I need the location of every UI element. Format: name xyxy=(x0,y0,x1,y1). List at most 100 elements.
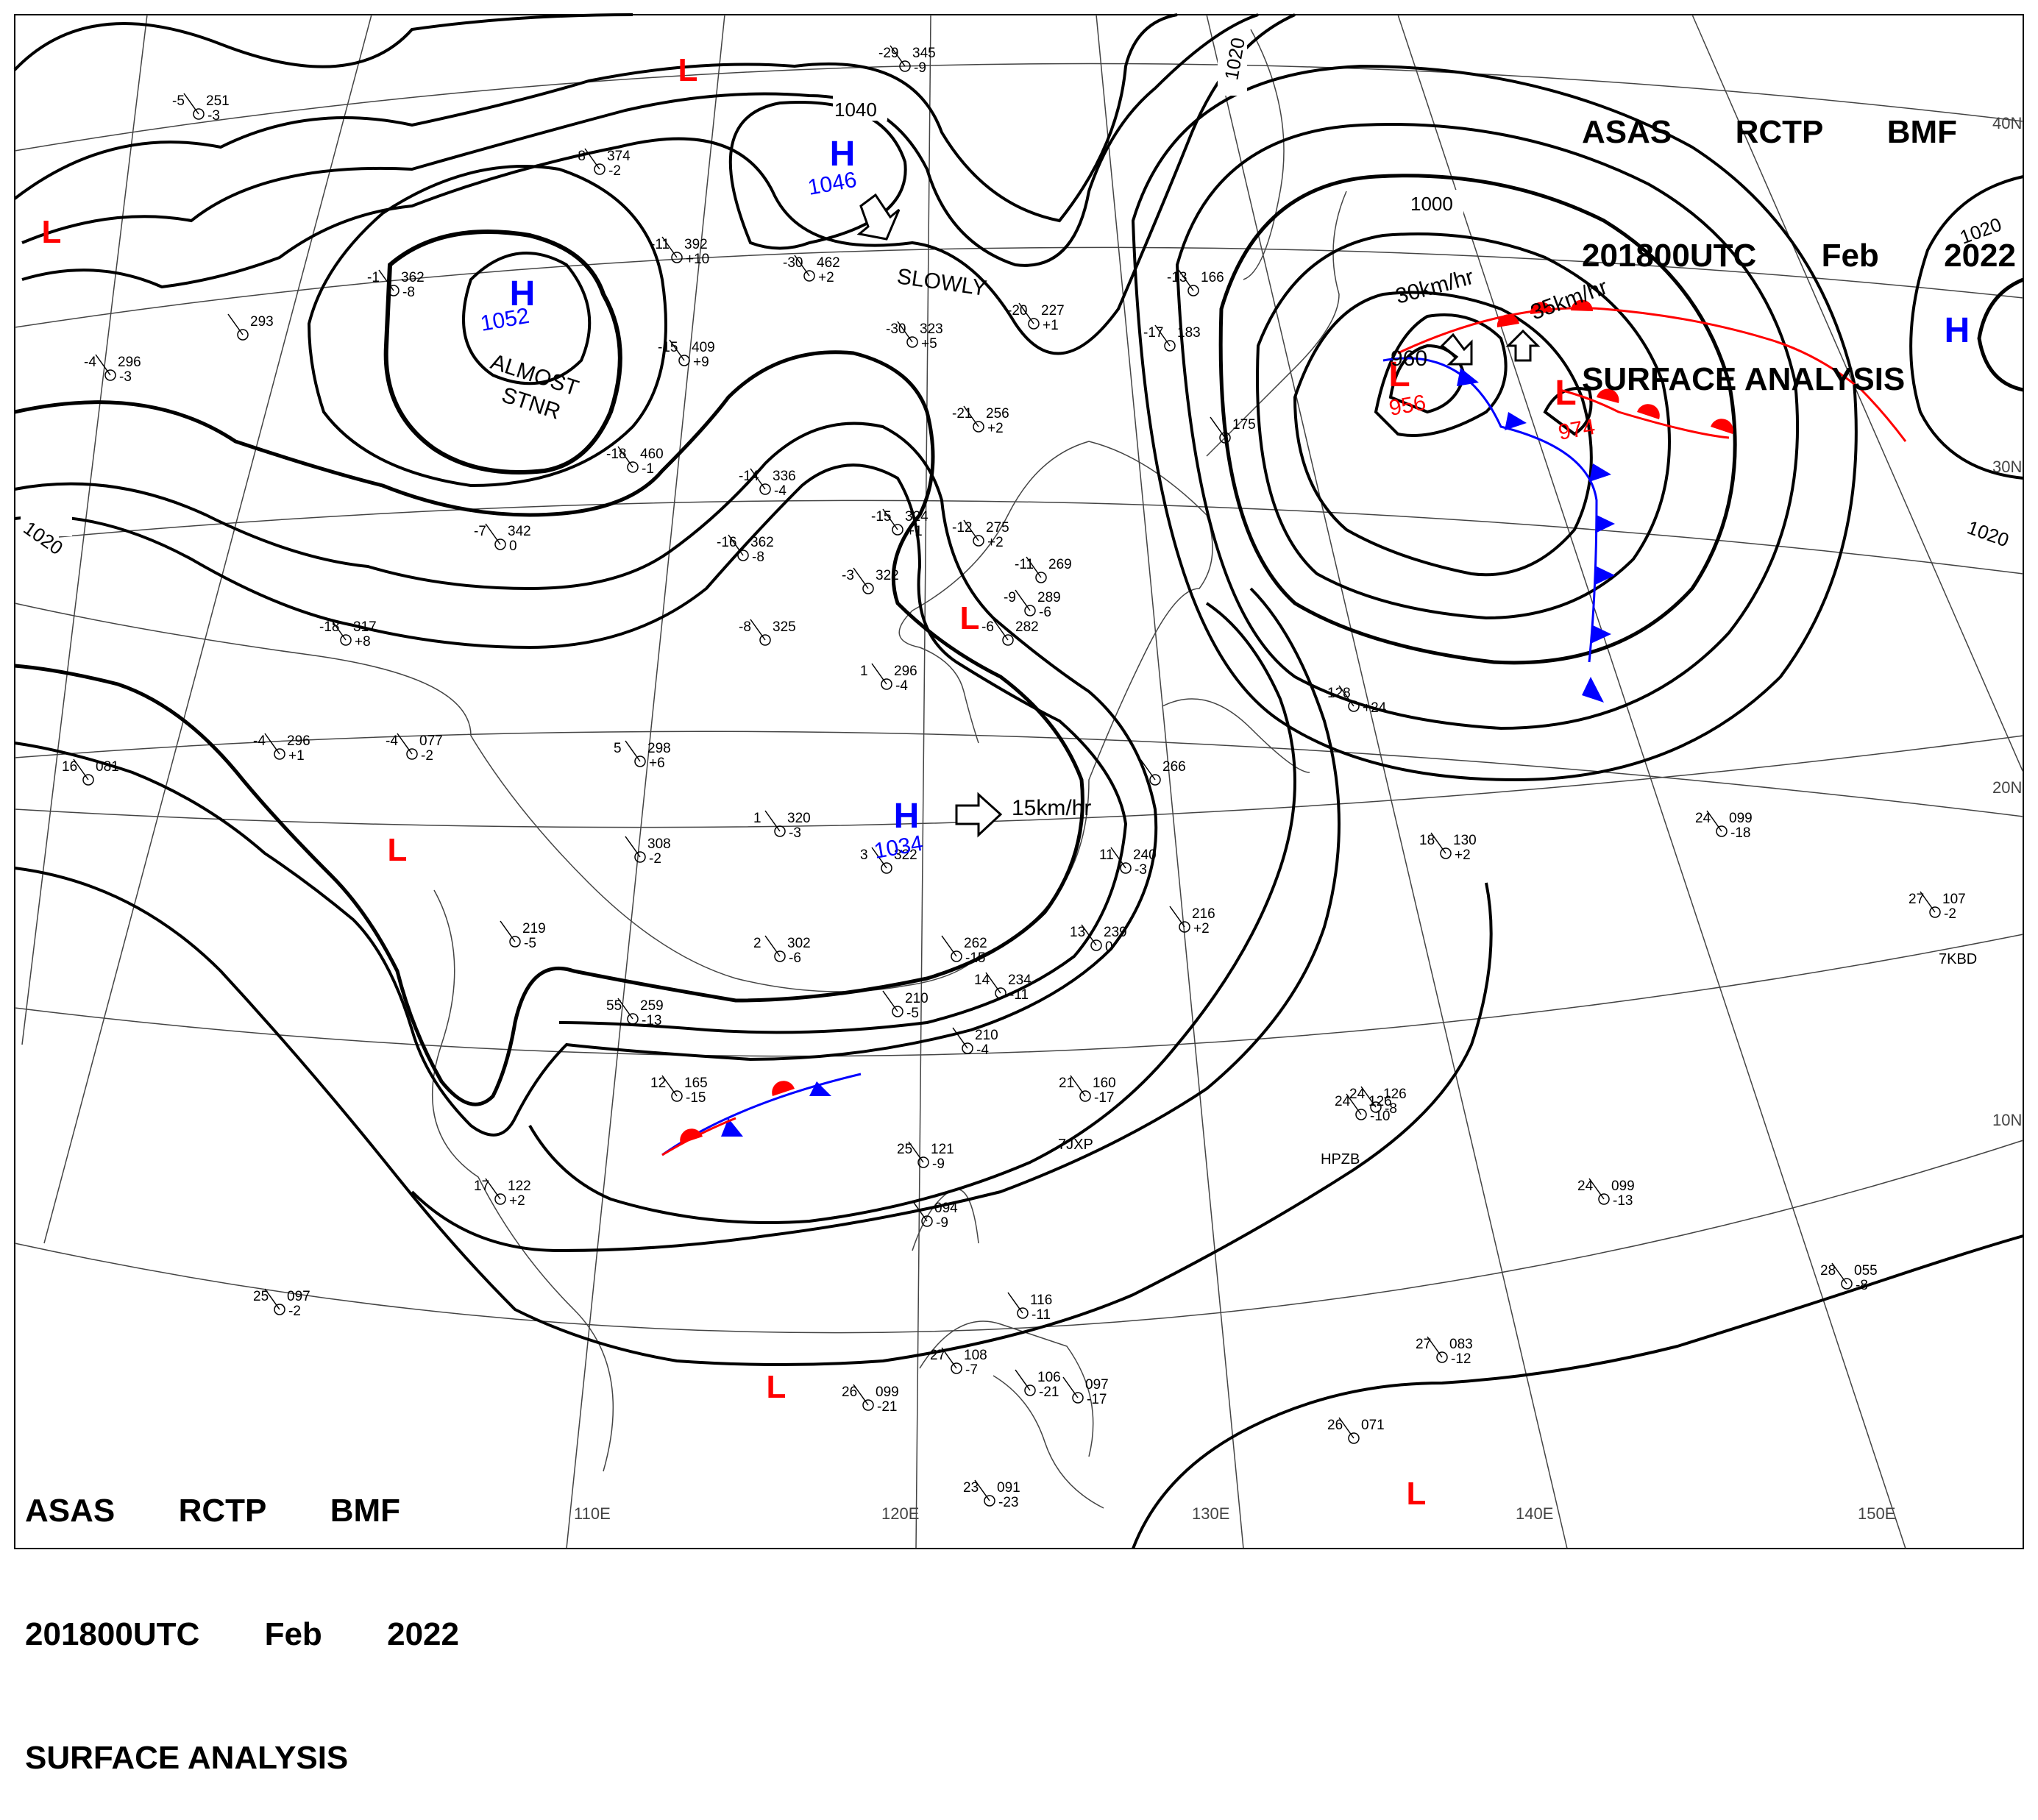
station-circle-icon xyxy=(1179,921,1190,933)
low-pressure-center: L xyxy=(388,832,408,868)
wind-barb-icon xyxy=(227,313,244,335)
station-circle-icon xyxy=(1598,1193,1610,1205)
station-circle-icon xyxy=(509,936,521,948)
station-pressure: 126 xyxy=(1383,1087,1407,1102)
station-tendency: +9 xyxy=(693,355,709,370)
station-tendency: -3 xyxy=(1135,862,1147,878)
wind-barb-icon xyxy=(264,1288,280,1310)
station-circle-icon xyxy=(193,108,205,120)
station-plot: 23 091-23 xyxy=(963,1479,1020,1510)
low-symbol: L xyxy=(767,1369,787,1405)
station-tendency: -23 xyxy=(998,1495,1018,1510)
station-temperature: -18 xyxy=(606,447,626,462)
low-symbol: L xyxy=(1388,355,1410,394)
station-tendency: +1 xyxy=(288,748,305,764)
station-pressure: 323 xyxy=(920,321,943,337)
wind-barb-icon xyxy=(378,269,394,291)
wind-barb-icon xyxy=(73,758,89,781)
station-tendency: +5 xyxy=(921,336,937,352)
station-plot: -4 296-3 xyxy=(84,354,141,385)
center-movement-note: 960 xyxy=(1391,346,1427,371)
station-plot: -1 362-8 xyxy=(367,269,425,300)
station-tendency: -8 xyxy=(402,285,415,300)
station-temperature: -14 xyxy=(739,469,759,484)
station-circle-icon xyxy=(678,355,690,366)
station-plot: -18 317+8 xyxy=(319,619,377,650)
title-time: 201800UTC xyxy=(1582,238,1757,274)
station-plot: 17 122+2 xyxy=(474,1178,531,1209)
arrow-35kmhr xyxy=(1505,329,1541,362)
station-tendency: -3 xyxy=(119,369,132,385)
station-circle-icon xyxy=(1079,1090,1091,1102)
wind-barb-icon xyxy=(974,1479,990,1501)
wind-barb-icon xyxy=(95,354,111,376)
station-plot: 18 130+2 xyxy=(1419,832,1477,863)
station-plot: -18 460-1 xyxy=(606,446,664,477)
station-circle-icon xyxy=(1219,432,1231,444)
station-tendency: -9 xyxy=(932,1156,945,1172)
title-block-top: ASAS RCTP BMF 201800UTC Feb 2022 SURFACE… xyxy=(1582,29,2016,441)
station-temperature: -8 xyxy=(573,149,586,164)
station-temperature: -21 xyxy=(952,406,972,422)
wind-barb-icon xyxy=(1140,758,1156,781)
station-temperature: 1 xyxy=(860,664,868,679)
station-plot: -20 227+1 xyxy=(1007,302,1065,333)
station-pressure: 462 xyxy=(817,255,840,271)
station-tendency: +1 xyxy=(1043,318,1059,333)
station-circle-icon xyxy=(634,851,646,863)
station-tendency: -4 xyxy=(895,678,908,694)
wind-barb-icon xyxy=(1430,832,1446,854)
station-pressure: 308 xyxy=(647,836,671,852)
station-tendency: -5 xyxy=(906,1006,919,1021)
station-plot: 210-4 xyxy=(952,1027,998,1058)
arrow-slowly xyxy=(856,193,901,241)
station-tendency: 0 xyxy=(1105,939,1113,955)
station-temperature: -18 xyxy=(319,619,339,635)
station-temperature: -30 xyxy=(886,321,906,337)
station-tendency: -4 xyxy=(774,483,787,499)
wind-barb-icon xyxy=(890,45,906,67)
station-tendency: -4 xyxy=(976,1042,989,1058)
station-temperature: 27 xyxy=(930,1348,945,1363)
station-circle-icon xyxy=(1072,1392,1084,1404)
station-temperature: 11 xyxy=(1099,847,1114,863)
warm-front xyxy=(661,299,1907,1156)
wind-barb-icon xyxy=(1588,1178,1605,1200)
wind-barb-icon xyxy=(963,519,979,541)
station-plot: 1 320-3 xyxy=(753,810,811,841)
wind-barb-icon xyxy=(1338,1417,1354,1439)
station-temperature: -20 xyxy=(1007,303,1027,319)
low-symbol: L xyxy=(42,214,62,250)
station-plot: 27 107-2 xyxy=(1909,891,1966,922)
station-plot: 175 xyxy=(1210,416,1256,444)
station-tendency: -21 xyxy=(1039,1384,1059,1400)
station-plot: -8 325 xyxy=(739,619,796,646)
station-temperature: -4 xyxy=(386,733,398,749)
station-temperature: 24 xyxy=(1349,1087,1366,1102)
isobar-label: 1040 xyxy=(834,99,877,121)
station-pressure: 320 xyxy=(787,811,811,826)
wind-barb-icon xyxy=(661,1075,678,1097)
station-temperature: 24 xyxy=(1695,811,1711,826)
station-plot: 24 099-18 xyxy=(1695,810,1753,841)
station-plot: -29 345-9 xyxy=(878,45,936,76)
station-temperature: 25 xyxy=(253,1289,269,1304)
station-temperature: 55 xyxy=(606,998,622,1014)
station-pressure: 275 xyxy=(986,520,1009,536)
station-temperature: 26 xyxy=(842,1384,857,1400)
wind-barb-icon xyxy=(1346,1093,1362,1115)
station-plot: -12 275+2 xyxy=(952,519,1009,550)
station-plot: 116-11 xyxy=(1007,1292,1052,1323)
station-temperature: 23 xyxy=(963,1480,979,1496)
station-pressure: 282 xyxy=(1015,619,1039,635)
station-circle-icon xyxy=(627,461,639,473)
wind-barb-icon xyxy=(871,663,887,685)
station-pressure: 227 xyxy=(1041,303,1065,319)
station-circle-icon xyxy=(1002,634,1014,646)
station-circle-icon xyxy=(962,1042,973,1054)
station-pressure: 239 xyxy=(1104,925,1127,940)
station-circle-icon xyxy=(774,825,786,837)
station-pressure: 269 xyxy=(1048,557,1072,572)
